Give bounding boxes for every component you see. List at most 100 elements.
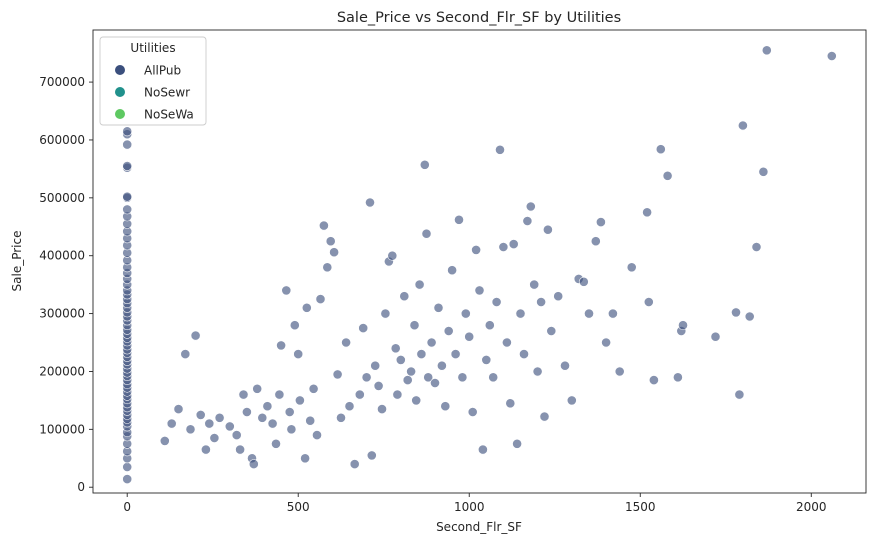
data-point (122, 204, 133, 215)
data-point (238, 389, 249, 400)
data-point (392, 389, 403, 400)
data-point (315, 294, 326, 304)
data-point (354, 389, 365, 400)
legend-box (99, 36, 207, 126)
y-tick-label: 400000 (39, 249, 85, 263)
data-point (731, 307, 741, 318)
data-point (122, 191, 133, 202)
data-point (373, 380, 384, 391)
data-point (539, 411, 550, 422)
data-point (560, 360, 570, 371)
data-point (209, 433, 220, 443)
data-point (601, 337, 611, 348)
data-point (402, 375, 413, 385)
data-point (214, 412, 225, 423)
data-point (235, 444, 245, 455)
data-point (122, 161, 133, 171)
data-point (596, 217, 606, 227)
data-point (286, 424, 297, 435)
data-point (662, 170, 673, 181)
data-point (166, 418, 177, 429)
data-point (566, 395, 577, 406)
data-point (430, 378, 440, 388)
data-point (419, 159, 430, 170)
x-tick-label: 0 (123, 500, 131, 514)
data-point (512, 438, 522, 449)
data-point (322, 262, 333, 273)
data-point (344, 401, 355, 412)
data-point (426, 337, 437, 348)
data-point (122, 474, 133, 484)
data-point (433, 302, 444, 313)
data-point (505, 398, 516, 409)
data-point (738, 120, 748, 131)
data-point (370, 360, 381, 371)
data-point (195, 409, 206, 420)
data-point (289, 320, 300, 331)
data-point (409, 320, 420, 331)
data-point (387, 250, 398, 261)
legend-marker-nosewr (115, 87, 125, 97)
data-point (185, 424, 196, 435)
data-point (501, 337, 512, 348)
data-point (271, 438, 281, 449)
y-tick-label: 700000 (39, 75, 85, 89)
data-point (414, 279, 425, 290)
legend-marker-nosewa (115, 109, 125, 119)
data-point (224, 421, 235, 432)
data-point (122, 139, 133, 150)
data-point (349, 459, 360, 469)
data-point (358, 323, 369, 333)
data-point (122, 462, 133, 472)
data-point (329, 247, 339, 258)
data-point (826, 51, 837, 61)
data-point (584, 308, 594, 319)
data-point (325, 236, 336, 247)
data-point (532, 366, 543, 377)
data-point (508, 239, 519, 249)
data-point (447, 265, 457, 276)
data-point (380, 308, 391, 319)
x-tick-label: 2000 (796, 500, 827, 514)
data-point (411, 395, 422, 406)
plot-frame (92, 29, 867, 494)
data-point (312, 430, 322, 440)
data-point (481, 354, 492, 365)
data-point (608, 308, 618, 319)
data-point (553, 291, 564, 302)
data-point (450, 349, 461, 359)
data-point (626, 262, 637, 273)
data-point (495, 144, 505, 155)
data-point (655, 144, 666, 155)
data-point (440, 401, 451, 412)
data-point (761, 45, 772, 56)
data-point (744, 311, 755, 322)
data-point (519, 349, 529, 359)
data-point (515, 308, 526, 319)
data-point (474, 285, 485, 296)
data-point (300, 453, 310, 464)
data-point (536, 297, 546, 307)
data-point (305, 415, 316, 426)
points-layer (122, 45, 837, 484)
data-point (190, 330, 201, 341)
data-point (678, 320, 688, 331)
data-point (274, 389, 285, 400)
data-point (159, 435, 170, 446)
data-point (173, 404, 184, 414)
data-point (710, 331, 721, 342)
legend-title: Utilities (130, 41, 175, 55)
data-point (301, 302, 312, 313)
data-point (336, 412, 346, 423)
data-point (231, 430, 242, 440)
data-point (578, 276, 589, 287)
data-point (200, 444, 211, 455)
y-tick-label: 300000 (39, 307, 85, 321)
data-point (248, 459, 259, 469)
data-point (464, 331, 475, 342)
x-axis-label: Second_Flr_SF (436, 520, 522, 534)
data-point (488, 372, 499, 383)
data-point (406, 366, 416, 377)
data-point (399, 291, 410, 302)
data-point (366, 450, 377, 461)
